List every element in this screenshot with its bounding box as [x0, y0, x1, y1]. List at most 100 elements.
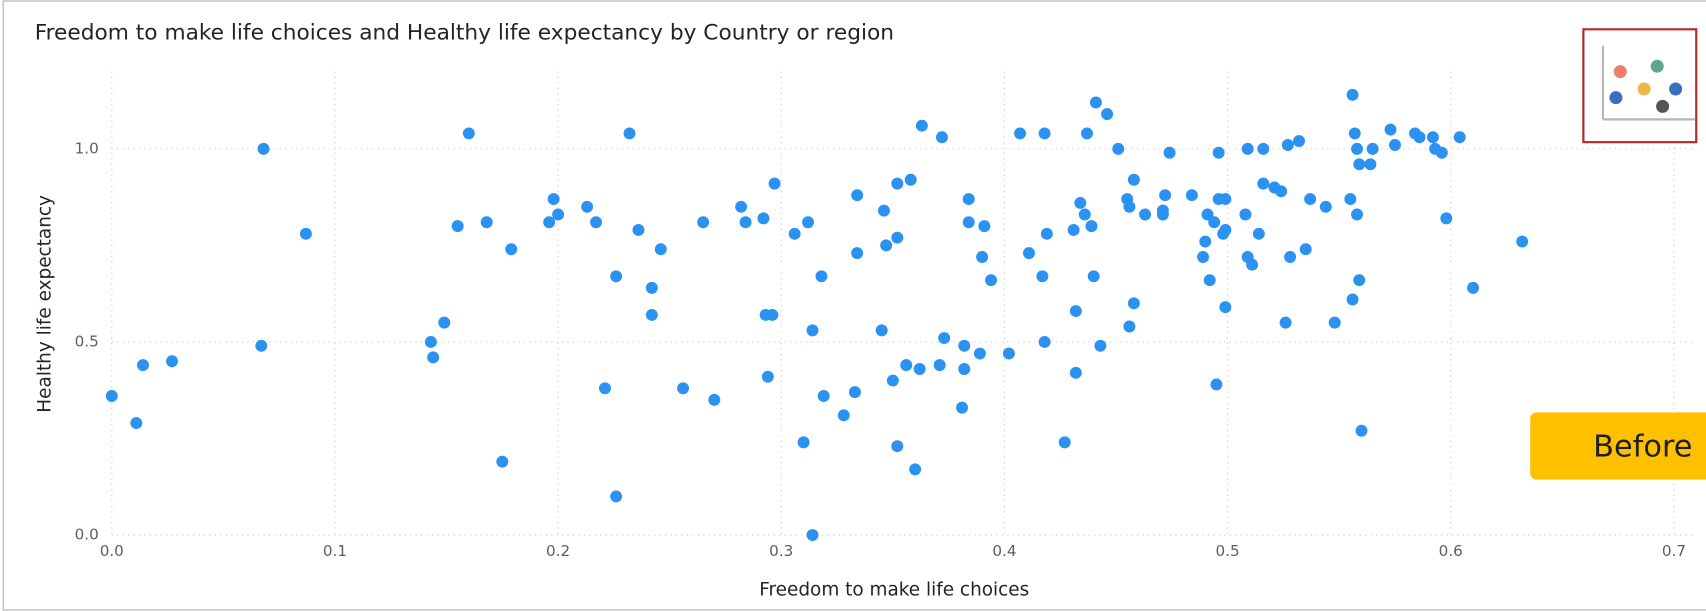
scatter-point: [1127, 173, 1140, 186]
scatter-point: [1344, 193, 1357, 206]
scatter-point: [1123, 200, 1136, 213]
scatter-point: [761, 370, 774, 383]
scatter-point: [1346, 88, 1359, 101]
x-axis-title: Freedom to make life choices: [759, 579, 1029, 600]
scatter-point: [547, 193, 560, 206]
scatter-point: [598, 382, 611, 395]
scatter-point: [1127, 297, 1140, 310]
scatter-point: [137, 359, 149, 372]
scatter-point: [1163, 146, 1176, 159]
scatter-point: [1201, 208, 1214, 221]
scatter-point: [880, 239, 893, 252]
scatter-point: [757, 212, 770, 225]
scatter-point: [1426, 131, 1439, 144]
scatter-point: [105, 390, 118, 402]
scatter-point: [1246, 258, 1259, 271]
scatter-point: [1208, 216, 1221, 229]
scatter-point: [1279, 316, 1292, 329]
scatter-point: [1081, 127, 1093, 140]
scatter-point: [480, 216, 493, 229]
scatter-point: [1364, 158, 1377, 171]
scatter-point: [1002, 347, 1015, 360]
scatter-point: [1389, 139, 1401, 151]
scatter-point: [904, 173, 917, 186]
scatter-point: [1199, 235, 1212, 248]
icon-dot: [1637, 82, 1651, 96]
scatter-point: [1355, 424, 1368, 437]
y-axis-title: Healthy life expectancy: [35, 195, 56, 413]
scatter-point: [766, 308, 779, 321]
scatter-point: [1299, 243, 1312, 256]
scatter-point: [654, 243, 667, 256]
scatter-point: [1516, 235, 1529, 248]
scatter-point: [938, 332, 951, 345]
scatter-point: [1435, 146, 1448, 159]
scatter-point: [1036, 270, 1049, 283]
scatter-point: [1078, 208, 1091, 221]
scatter-point: [1023, 247, 1035, 260]
scatter-point: [708, 393, 721, 406]
scatter-point: [1328, 316, 1341, 329]
scatter-point: [788, 227, 801, 240]
scatter-point: [1353, 158, 1366, 171]
scatter-point: [935, 131, 948, 144]
scatter-point: [451, 220, 464, 233]
y-tick-label: 0.0: [75, 526, 99, 544]
scatter-point: [1348, 127, 1361, 140]
scatter-point: [255, 339, 268, 352]
scatter-point: [909, 463, 922, 476]
scatter-point: [677, 382, 690, 395]
scatter-point: [1351, 208, 1364, 221]
scatter-point: [1453, 131, 1466, 144]
scatter-point: [543, 216, 556, 229]
scatter-point: [958, 339, 971, 352]
scatter-point: [623, 127, 636, 140]
scatter-point: [802, 216, 815, 229]
scatter-point: [768, 177, 781, 190]
scatter-point: [505, 243, 518, 256]
scatter-point: [697, 216, 710, 229]
scatter-point: [1159, 189, 1172, 202]
visual-icon[interactable]: [1582, 28, 1698, 144]
scatter-point: [1351, 142, 1364, 155]
annotation-box: [1530, 412, 1706, 480]
scatter-point: [1210, 378, 1223, 391]
scatter-point: [1252, 227, 1265, 240]
scatter-point: [1219, 193, 1232, 206]
scatter-point: [590, 216, 603, 229]
scatter-point: [1074, 196, 1087, 209]
scatter-point: [257, 142, 270, 155]
icon-dot: [1656, 99, 1670, 113]
scatter-point: [645, 308, 658, 321]
scatter-point: [1239, 208, 1252, 221]
scatter-point: [1014, 127, 1027, 140]
scatter-point: [610, 490, 623, 503]
scatter-point: [956, 401, 968, 414]
scatter-point: [1185, 189, 1198, 202]
scatter-point: [891, 177, 904, 190]
x-tick-label: 0.4: [992, 542, 1016, 560]
scatter-point: [1275, 185, 1288, 198]
scatter-point: [581, 200, 594, 213]
scatter-point: [130, 417, 143, 430]
scatter-point: [1304, 193, 1317, 206]
scatter-point: [815, 270, 828, 283]
scatter-point: [837, 409, 850, 422]
scatter-point: [891, 231, 904, 244]
scatter-point: [1089, 96, 1102, 109]
scatter-point: [735, 200, 748, 213]
scatter-point: [1058, 436, 1071, 449]
plot-area: 0.0 0.1 0.2 0.3 0.4 0.5 0.6 0.7 0.0 0.5 1.0: [75, 71, 1697, 560]
scatter-point: [851, 189, 864, 202]
icon-dot: [1650, 59, 1664, 73]
scatter-point: [496, 455, 509, 468]
scatter-point: [1069, 305, 1082, 318]
scatter-point: [976, 251, 989, 263]
scatter-point: [848, 386, 861, 399]
x-tick-label: 0.7: [1662, 542, 1686, 560]
scatter-point: [1069, 366, 1082, 379]
scatter-point: [1067, 223, 1080, 236]
scatter-point: [166, 355, 178, 368]
